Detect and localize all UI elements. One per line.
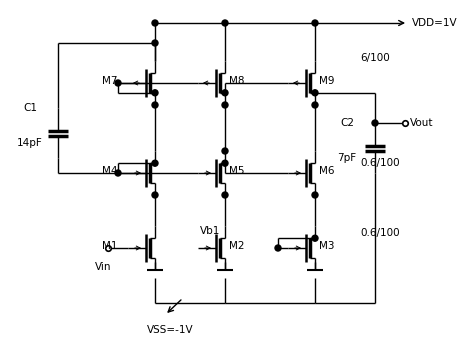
Circle shape — [222, 102, 228, 108]
Circle shape — [312, 192, 318, 198]
Text: Vin: Vin — [95, 262, 111, 272]
Circle shape — [222, 20, 228, 26]
Circle shape — [222, 160, 228, 166]
Circle shape — [312, 20, 318, 26]
Circle shape — [275, 245, 281, 251]
Text: 7pF: 7pF — [337, 153, 356, 163]
Text: M1: M1 — [102, 241, 118, 251]
Circle shape — [312, 102, 318, 108]
Text: C1: C1 — [23, 103, 37, 113]
Text: 6/100: 6/100 — [360, 53, 390, 63]
Circle shape — [372, 120, 378, 126]
Circle shape — [152, 160, 158, 166]
Circle shape — [152, 192, 158, 198]
Circle shape — [152, 40, 158, 46]
Circle shape — [312, 90, 318, 96]
Text: 14pF: 14pF — [17, 138, 43, 148]
Circle shape — [222, 148, 228, 154]
Text: M7: M7 — [102, 76, 118, 86]
Text: M3: M3 — [319, 241, 335, 251]
Circle shape — [312, 235, 318, 241]
Text: M4: M4 — [102, 166, 118, 176]
Circle shape — [152, 90, 158, 96]
Text: C2: C2 — [340, 118, 354, 128]
Text: VDD=1V: VDD=1V — [412, 18, 457, 28]
Circle shape — [152, 102, 158, 108]
Text: 0.6/100: 0.6/100 — [360, 158, 400, 168]
Circle shape — [152, 20, 158, 26]
Text: M2: M2 — [229, 241, 245, 251]
Text: 0.6/100: 0.6/100 — [360, 228, 400, 238]
Text: Vb1: Vb1 — [200, 226, 220, 236]
Text: M6: M6 — [319, 166, 335, 176]
Circle shape — [222, 192, 228, 198]
Circle shape — [115, 170, 121, 176]
Circle shape — [115, 80, 121, 86]
Text: M8: M8 — [229, 76, 245, 86]
Text: Vout: Vout — [410, 118, 434, 128]
Text: VSS=-1V: VSS=-1V — [146, 325, 193, 335]
Text: M5: M5 — [229, 166, 245, 176]
Text: M9: M9 — [319, 76, 335, 86]
Circle shape — [222, 90, 228, 96]
